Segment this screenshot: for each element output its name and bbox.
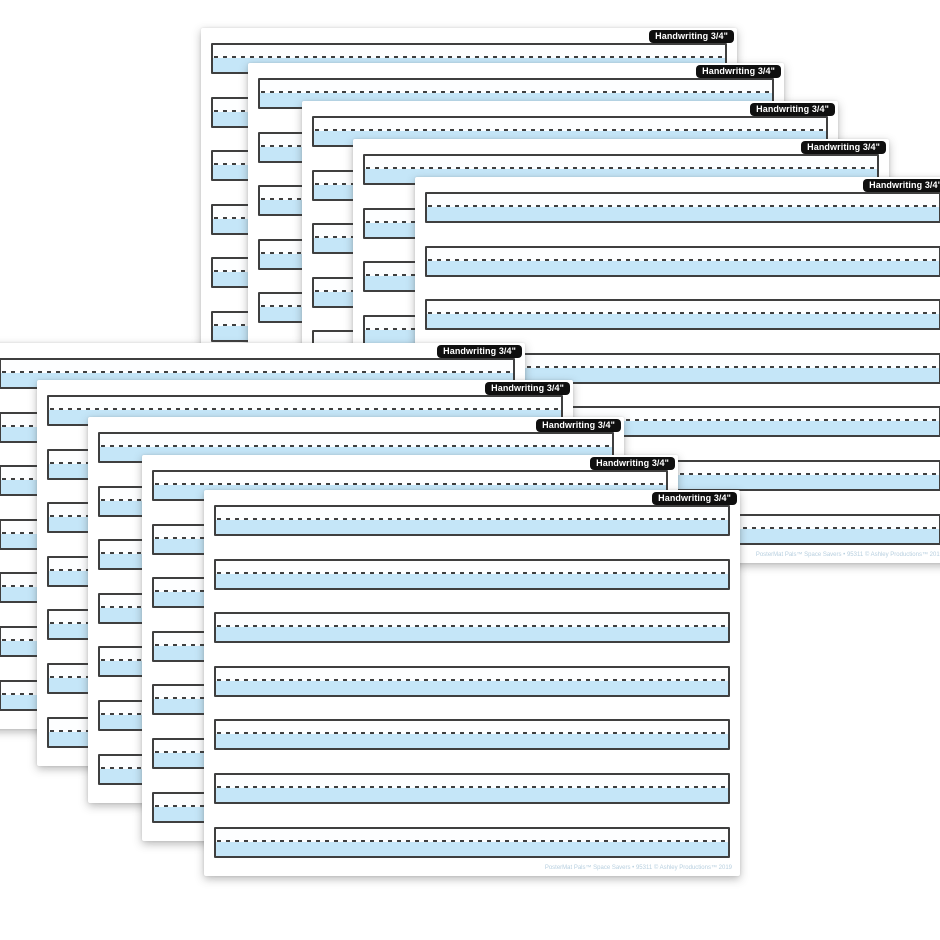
writing-line-row — [425, 192, 940, 223]
writing-line-row — [214, 719, 730, 750]
size-label-badge: Handwriting 3/4" — [536, 419, 621, 432]
writing-line-row — [425, 299, 940, 330]
size-label-badge: Handwriting 3/4" — [649, 30, 734, 43]
handwriting-mat-sheet: Handwriting 3/4" PosterMat Pals™ Space S… — [204, 490, 740, 876]
writing-line-row — [425, 246, 940, 277]
dashed-midline — [428, 473, 938, 475]
size-label-badge: Handwriting 3/4" — [750, 103, 835, 116]
size-label-badge: Handwriting 3/4" — [801, 141, 886, 154]
dashed-midline — [217, 572, 727, 574]
copyright-text: PosterMat Pals™ Space Savers • 95311 © A… — [755, 552, 940, 558]
dashed-midline — [217, 518, 727, 520]
dashed-midline — [217, 625, 727, 627]
writing-line-row — [214, 612, 730, 643]
dashed-midline — [366, 167, 876, 169]
dashed-midline — [155, 483, 665, 485]
size-label-badge: Handwriting 3/4" — [437, 345, 522, 358]
dashed-midline — [428, 419, 938, 421]
dashed-midline — [214, 56, 724, 58]
dashed-midline — [50, 408, 560, 410]
dashed-midline — [315, 129, 825, 131]
dashed-midline — [428, 205, 938, 207]
size-label-badge: Handwriting 3/4" — [652, 492, 737, 505]
dashed-midline — [217, 840, 727, 842]
size-label-badge: Handwriting 3/4" — [863, 179, 940, 192]
dashed-midline — [217, 786, 727, 788]
dashed-midline — [428, 259, 938, 261]
writing-line-row — [214, 505, 730, 536]
writing-line-row — [214, 559, 730, 590]
dashed-midline — [428, 312, 938, 314]
dashed-midline — [101, 445, 611, 447]
dashed-midline — [217, 679, 727, 681]
writing-line-row — [214, 666, 730, 697]
size-label-badge: Handwriting 3/4" — [590, 457, 675, 470]
dashed-midline — [217, 732, 727, 734]
size-label-badge: Handwriting 3/4" — [485, 382, 570, 395]
writing-line-row — [214, 827, 730, 858]
size-label-badge: Handwriting 3/4" — [696, 65, 781, 78]
copyright-text: PosterMat Pals™ Space Savers • 95311 © A… — [544, 865, 732, 871]
dashed-midline — [428, 366, 938, 368]
dashed-midline — [261, 91, 771, 93]
writing-line-row — [214, 773, 730, 804]
dashed-midline — [2, 371, 512, 373]
